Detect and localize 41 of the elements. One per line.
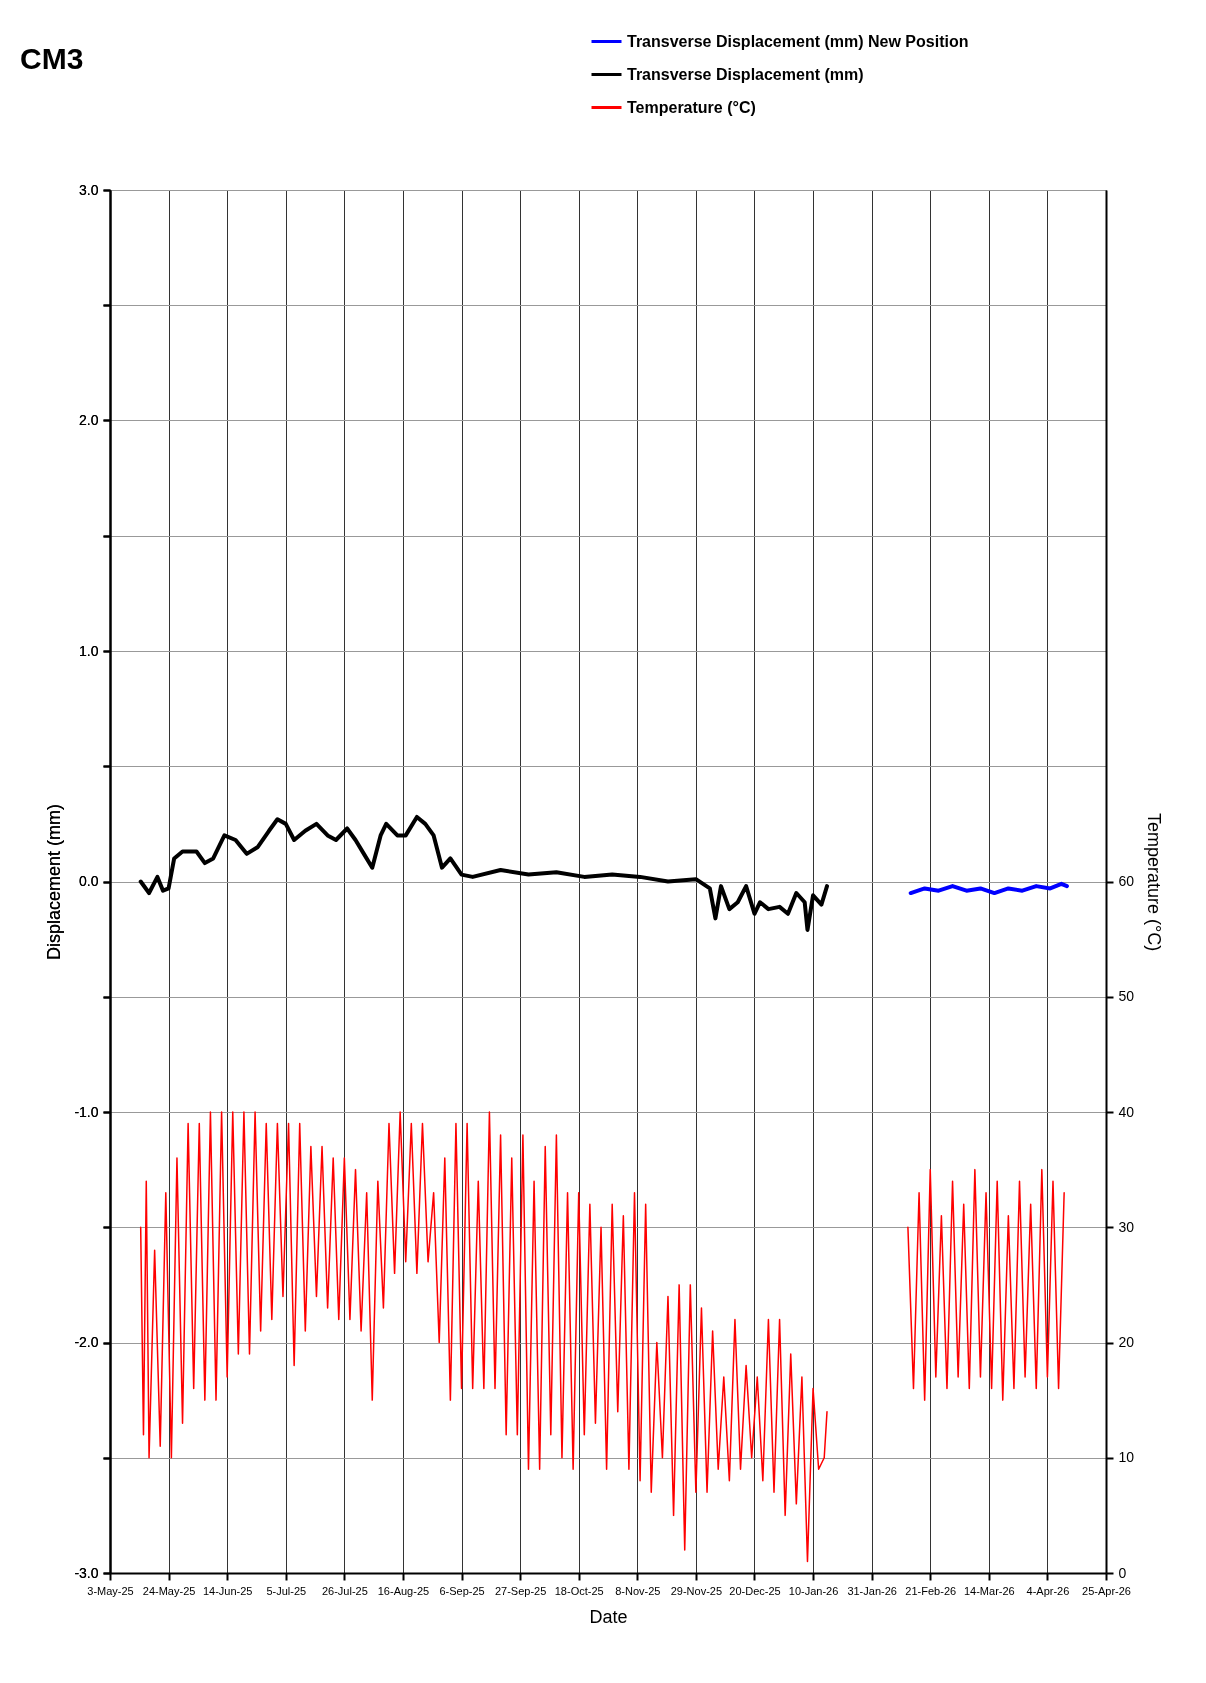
y2-tick-label: 20 xyxy=(1118,1334,1135,1350)
x-tick-label: 18-Oct-25 xyxy=(554,1584,604,1597)
x-tick-label: 25-Apr-26 xyxy=(1082,1584,1131,1597)
chart-title: CM3 xyxy=(20,42,84,75)
x-tick-label: 24-May-25 xyxy=(142,1584,196,1597)
x-tick-label: 4-Apr-26 xyxy=(1026,1584,1070,1597)
line-series xyxy=(138,814,830,932)
x-tick-label: 6-Sep-25 xyxy=(439,1584,485,1597)
y2-tick-label: 0 xyxy=(1118,1564,1127,1581)
x-tick-label: 27-Sep-25 xyxy=(494,1584,547,1597)
x-tick-label: 21-Feb-26 xyxy=(905,1584,957,1597)
x-axis-title: Date xyxy=(589,1606,628,1627)
y2-tick-label: 30 xyxy=(1118,1218,1135,1235)
x-tick-label: 14-Jun-25 xyxy=(202,1584,253,1597)
x-tick-label: 8-Nov-25 xyxy=(615,1584,661,1597)
y-tick-label: -3.0 xyxy=(74,1564,99,1581)
y-tick-label: 1.0 xyxy=(79,642,99,659)
legend-label: Transverse Displacement (mm) New Position xyxy=(627,32,969,50)
y2-tick-label: 40 xyxy=(1118,1103,1135,1120)
y2-axis-title: Temperature (°C) xyxy=(1144,812,1165,952)
line-series xyxy=(908,881,1069,896)
y2-tick-label: 60 xyxy=(1118,873,1135,889)
x-tick-label: 10-Jan-26 xyxy=(788,1584,839,1597)
x-tick-label: 5-Jul-25 xyxy=(266,1584,307,1597)
x-tick-label: 14-Mar-26 xyxy=(963,1584,1015,1597)
y-axis-title: Displacement (mm) xyxy=(44,803,65,961)
x-tick-label: 31-Jan-26 xyxy=(847,1584,897,1597)
legend-label: Temperature (°C) xyxy=(627,98,756,116)
legend-label: Transverse Displacement (mm) xyxy=(627,65,864,83)
x-tick-label: 29-Nov-25 xyxy=(670,1584,723,1597)
x-tick-label: 16-Aug-25 xyxy=(377,1584,430,1597)
y-tick-label: -2.0 xyxy=(74,1334,99,1350)
y-tick-label: 2.0 xyxy=(79,412,99,428)
y-tick-label: 0.0 xyxy=(79,873,99,889)
x-tick-label: 26-Jul-25 xyxy=(321,1584,368,1597)
y2-tick-label: 10 xyxy=(1118,1449,1135,1466)
y-tick-label: -1.0 xyxy=(74,1103,99,1120)
y-tick-label: 3.0 xyxy=(79,181,99,198)
y2-tick-label: 50 xyxy=(1118,988,1135,1005)
x-tick-label: 3-May-25 xyxy=(87,1584,134,1597)
x-tick-label: 20-Dec-25 xyxy=(729,1584,781,1597)
